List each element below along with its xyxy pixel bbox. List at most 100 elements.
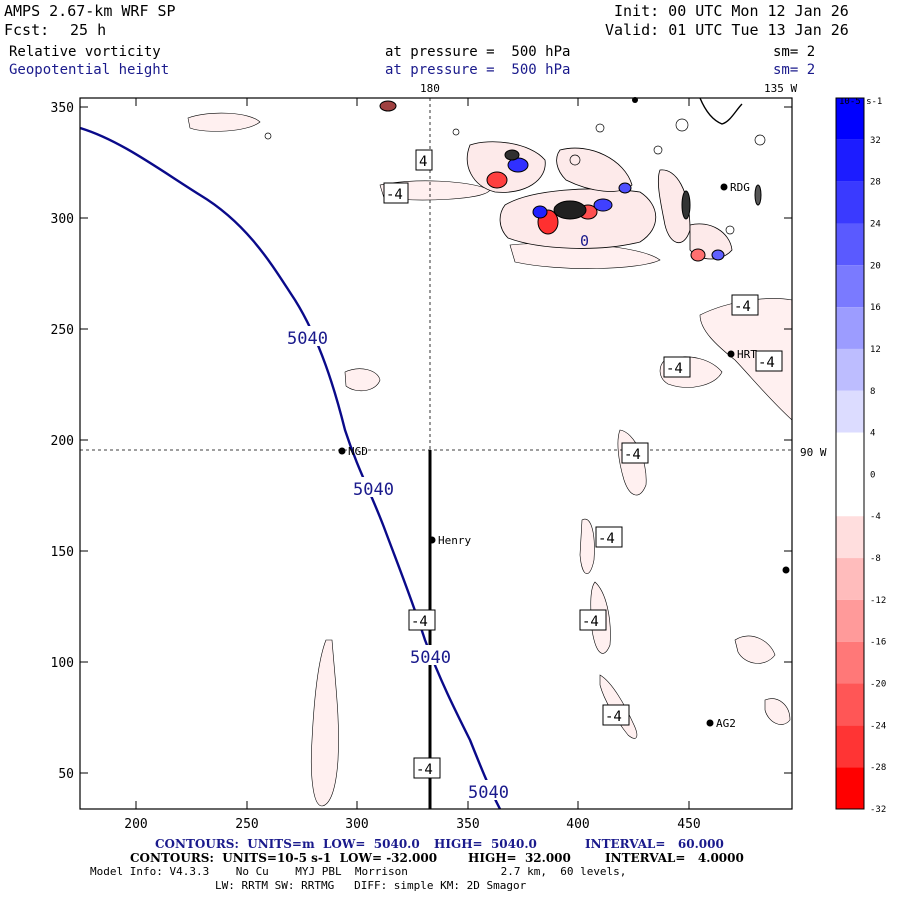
- x-tick-350: 350: [456, 817, 479, 832]
- colorbar-label: -16: [870, 638, 886, 648]
- vort-core-dark: [504, 149, 520, 161]
- field2-smoothing: sm= 2: [773, 62, 816, 78]
- plot-frame: [79, 97, 793, 810]
- footer-model-info: Model Info: V4.3.3 No Cu MYJ PBL Morriso…: [90, 865, 627, 878]
- vort-label: -4: [386, 187, 403, 203]
- station-hrt: HRT: [737, 348, 757, 361]
- x-tick-labels: 200 250 300 350 400 450: [124, 817, 700, 832]
- colorbar-label: -20: [870, 680, 886, 690]
- station-dot-top: [632, 97, 638, 103]
- vort-core-dark: [379, 100, 397, 112]
- vort-core-blue: [618, 182, 632, 194]
- colorbar-swatch: [836, 223, 864, 266]
- x-tick-250: 250: [235, 817, 258, 832]
- vort-patch: [187, 112, 261, 132]
- vort-cell: [754, 134, 766, 146]
- height-label: 5040: [468, 783, 509, 803]
- height-label: 5040: [410, 648, 451, 668]
- x-tick-200: 200: [124, 817, 147, 832]
- vort-patch: [764, 698, 791, 725]
- y-tick-150: 150: [51, 545, 74, 560]
- colorbar-label: -28: [870, 763, 886, 773]
- vort-core-red: [486, 171, 508, 189]
- vort-cell: [452, 128, 460, 136]
- coastline: [699, 98, 743, 125]
- colorbar-swatch: [836, 558, 864, 600]
- colorbar-swatch: [836, 683, 864, 726]
- vort-patch: [344, 368, 381, 392]
- vort-core-blue: [532, 205, 548, 219]
- station-dot-henry: [428, 536, 436, 544]
- colorbar-swatch: [836, 767, 864, 809]
- footer-vort-interval: INTERVAL= 4.0000: [605, 851, 744, 865]
- colorbar-label: -24: [870, 721, 886, 731]
- y-tick-200: 200: [51, 434, 74, 449]
- vort-core-dark: [754, 184, 762, 206]
- x-tick-450: 450: [677, 817, 700, 832]
- station-dot-ag2: [706, 719, 714, 727]
- colorbar-swatch: [836, 516, 864, 559]
- vort-label: -4: [624, 447, 641, 463]
- colorbar-swatch: [836, 348, 864, 391]
- x-tick-300: 300: [345, 817, 368, 832]
- vort-cluster: [466, 141, 546, 193]
- footer-height-contours: CONTOURS: UNITS=m LOW= 5040.0: [155, 837, 420, 851]
- colorbar-label: -4: [870, 512, 881, 522]
- height-label: 5040: [287, 329, 328, 349]
- vort-cell: [264, 132, 272, 140]
- colorbar-label: -32: [870, 805, 886, 815]
- y-tick-100: 100: [51, 656, 74, 671]
- vort-core-blue: [711, 249, 725, 261]
- vort-cell: [725, 225, 735, 235]
- colorbar-label: 20: [870, 261, 881, 271]
- colorbar-swatch: [836, 139, 864, 182]
- footer-vort-contours: CONTOURS: UNITS=10-5 s-1 LOW= -32.000: [130, 851, 438, 865]
- y-tick-300: 300: [51, 212, 74, 227]
- footer-vort-high: HIGH= 32.000: [468, 851, 571, 865]
- colorbar-swatch: [836, 599, 864, 642]
- colorbar-swatch: [836, 474, 864, 517]
- colorbar-label: 16: [870, 303, 881, 313]
- vort-cluster: [556, 147, 633, 192]
- vort-label: -4: [598, 531, 615, 547]
- vorticity-field: [80, 98, 792, 809]
- station-rdg: RDG: [730, 181, 750, 194]
- station-dot-ngd: [338, 447, 346, 455]
- vort-core-red: [690, 248, 706, 262]
- forecast-hour: 25 h: [70, 21, 107, 39]
- station-dot-edge: [782, 566, 790, 574]
- colorbar-swatch: [836, 181, 864, 224]
- vort-label: 4: [419, 154, 427, 170]
- colorbar-label: 24: [870, 219, 881, 229]
- colorbar-label: 0: [870, 470, 875, 480]
- lon-label-135w: 135 W: [764, 82, 797, 95]
- height-contour-5040: [80, 126, 502, 809]
- station-ag2: AG2: [716, 717, 736, 730]
- vort-label: -4: [411, 614, 428, 630]
- vort-core-dark: [553, 200, 587, 220]
- y-tick-50: 50: [58, 767, 74, 782]
- colorbar-label: 32: [870, 136, 881, 146]
- colorbar-label: 8: [870, 387, 875, 397]
- colorbar-swatch: [836, 432, 864, 475]
- station-dot-rdg: [720, 183, 728, 191]
- vort-label: -4: [605, 709, 622, 725]
- colorbar-label: -8: [870, 554, 881, 564]
- lon-label-180: 180: [420, 82, 440, 95]
- field1-level: at pressure = 500 hPa: [385, 44, 571, 60]
- colorbar-frame: [835, 97, 865, 810]
- vort-label: -4: [758, 355, 775, 371]
- colorbar-swatch: [836, 725, 864, 768]
- vort-core-blue: [593, 198, 613, 212]
- y-tick-350: 350: [51, 101, 74, 116]
- lon-label-90w: 90 W: [800, 446, 827, 459]
- vort-label: -4: [582, 614, 599, 630]
- colorbar-swatch: [836, 307, 864, 349]
- colorbar-swatch: [836, 390, 864, 433]
- field2-name: Geopotential height: [9, 62, 170, 78]
- vort-label: -4: [734, 299, 751, 315]
- vort-cell: [595, 123, 605, 133]
- vort-label: -4: [666, 361, 683, 377]
- colorbar-label: 12: [870, 345, 881, 355]
